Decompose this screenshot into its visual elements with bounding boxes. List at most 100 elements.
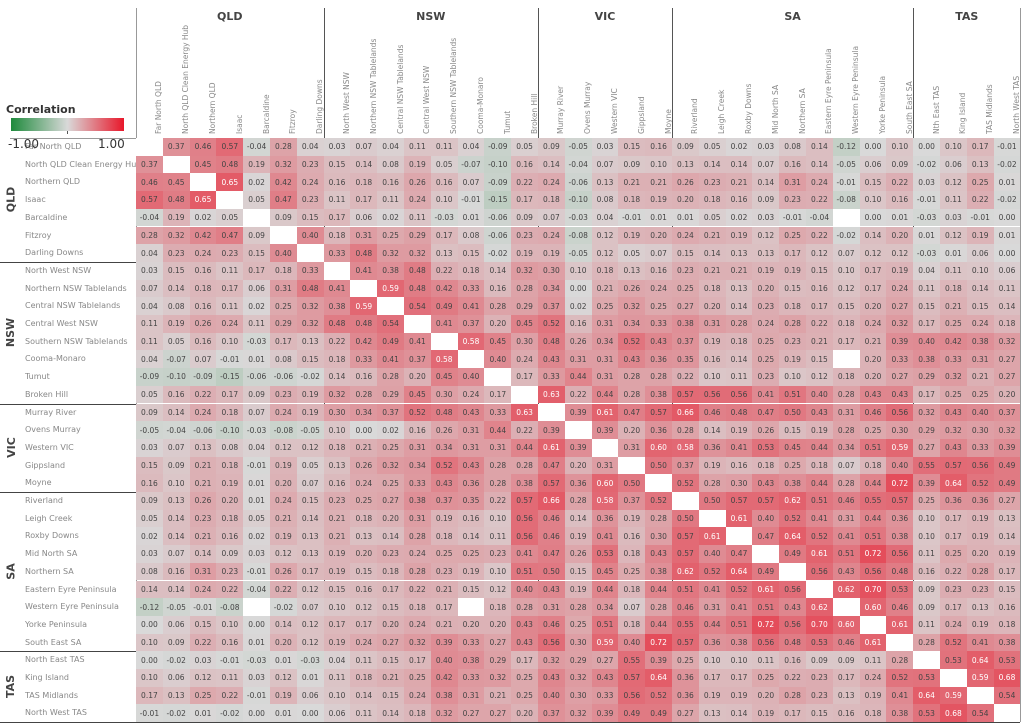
heatmap-cell: 0.53: [940, 651, 967, 669]
heatmap-cell: 0.07: [162, 545, 190, 563]
heatmap-cell: 0.23: [779, 191, 806, 209]
heatmap-cell: 0.54: [966, 704, 994, 723]
heatmap-cell: 0.31: [966, 350, 994, 369]
heatmap-cell: 0.06: [162, 669, 190, 687]
heatmap-cell: 0.40: [270, 244, 297, 262]
heatmap-cell: 0.16: [645, 138, 672, 156]
heatmap-cell: 0.16: [725, 456, 753, 475]
heatmap-cell: 0.16: [779, 651, 806, 669]
heatmap-cell: 0.48: [404, 261, 431, 280]
heatmap-cell: 0.34: [538, 279, 565, 298]
heatmap-cell: 0.20: [698, 297, 726, 315]
heatmap-cell: 0.42: [430, 279, 458, 298]
heatmap-cell: 0.28: [645, 598, 672, 616]
heatmap-cell: 0.48: [430, 403, 458, 422]
heatmap-cell: 0.52: [886, 669, 914, 687]
heatmap-cell: 0.39: [430, 633, 458, 652]
heatmap-cell: 0.34: [618, 315, 646, 333]
heatmap-cell: 0.60: [832, 615, 860, 634]
row-label: Central NSW Tablelands: [25, 301, 121, 311]
heatmap-cell: 0.61: [538, 438, 565, 457]
heatmap-cell: 0.01: [645, 208, 672, 227]
heatmap-cell: 0.10: [323, 598, 351, 616]
heatmap-cell: -0.10: [162, 368, 190, 386]
heatmap-cell: 0.21: [940, 297, 967, 315]
heatmap-cell: 0.24: [350, 633, 378, 652]
heatmap-cell: 0.14: [725, 297, 753, 315]
heatmap-cell: 0.20: [859, 297, 887, 315]
heatmap-cell: 0.22: [189, 633, 217, 652]
heatmap-cell: 0.61: [698, 527, 726, 546]
heatmap-cell: 0.13: [752, 244, 780, 262]
heatmap-cell: 0.05: [243, 191, 270, 209]
heatmap-cell: 0.10: [484, 509, 512, 528]
heatmap-cell: 0.46: [538, 527, 565, 546]
heatmap-cell: 0.30: [966, 421, 994, 439]
heatmap-cell: 0.28: [484, 474, 512, 492]
heatmap-cell-empty: [511, 385, 538, 404]
heatmap-cell: 0.22: [806, 226, 833, 245]
heatmap-cell: 0.32: [538, 651, 565, 669]
heatmap-cell: 0.53: [913, 669, 940, 687]
heatmap-cell: 0.19: [752, 704, 780, 723]
heatmap-cell: 0.44: [564, 368, 592, 386]
heatmap-cell: 0.24: [859, 669, 887, 687]
heatmap-cell: 0.65: [189, 191, 217, 209]
heatmap-cell: 0.25: [672, 651, 699, 669]
heatmap-cell: 0.28: [645, 509, 672, 528]
heatmap-cell: 0.32: [940, 421, 967, 439]
heatmap-cell: 0.24: [404, 191, 431, 209]
heatmap-cell: 0.40: [806, 385, 833, 404]
heatmap-cell: 0.16: [806, 279, 833, 298]
heatmap-cell: 0.14: [859, 226, 887, 245]
row-label: Southern NSW Tablelands: [25, 336, 128, 346]
row-label: Tumut: [25, 372, 50, 382]
heatmap-cell: 0.23: [806, 669, 833, 687]
heatmap-cell: 0.31: [404, 438, 431, 457]
heatmap-cell: 0.43: [886, 385, 914, 404]
heatmap-cell: 0.18: [618, 580, 646, 599]
heatmap-cell: 0.28: [350, 385, 378, 404]
heatmap-cell: 0.11: [913, 615, 940, 634]
heatmap-cell: 0.37: [672, 456, 699, 475]
column-label: Ovens Murray: [583, 81, 593, 134]
heatmap-cell: 0.48: [725, 403, 753, 422]
heatmap-cell: 0.41: [430, 315, 458, 333]
heatmap-cell: 0.02: [725, 138, 753, 156]
column-group-vic: VIC: [594, 10, 616, 23]
heatmap-cell: 0.56: [698, 385, 726, 404]
heatmap-cell: 0.24: [859, 315, 887, 333]
heatmap-cell: 0.53: [591, 545, 619, 563]
heatmap-cell: 0.14: [698, 244, 726, 262]
heatmap-cell: -0.10: [216, 421, 244, 439]
heatmap-cell: 0.27: [672, 704, 699, 723]
heatmap-cell: 0.24: [645, 279, 672, 298]
heatmap-cell: 0.51: [859, 527, 887, 546]
heatmap-cell: 0.49: [993, 474, 1021, 492]
heatmap-cell: 0.36: [886, 509, 914, 528]
heatmap-cell: 0.25: [966, 173, 994, 192]
heatmap-cell: -0.02: [993, 155, 1021, 174]
heatmap-cell: 0.56: [752, 633, 780, 652]
heatmap-cell: 0.15: [136, 456, 163, 475]
heatmap-cell: 0.05: [243, 509, 270, 528]
heatmap-cell: 0.21: [698, 226, 726, 245]
heatmap-cell: 0.27: [886, 368, 914, 386]
heatmap-cell: 0.72: [645, 633, 672, 652]
column-label: Northern SA: [797, 88, 807, 134]
heatmap-cell: 0.23: [296, 191, 324, 209]
heatmap-cell: 0.18: [832, 368, 860, 386]
heatmap-cell: 0.12: [591, 244, 619, 262]
heatmap-cell: 0.27: [484, 704, 512, 723]
heatmap-cell: -0.04: [162, 421, 190, 439]
heatmap-cell: 0.15: [913, 297, 940, 315]
heatmap-cell: 0.50: [538, 562, 565, 581]
heatmap-cell: 0.19: [404, 155, 431, 174]
heatmap-cell: 0.33: [538, 368, 565, 386]
heatmap-cell-empty: [350, 279, 378, 298]
heatmap-cell: 0.07: [618, 598, 646, 616]
heatmap-cell: 0.07: [162, 438, 190, 457]
heatmap-cell: 0.26: [350, 456, 378, 475]
heatmap-cell: 0.15: [993, 580, 1021, 599]
heatmap-cell: 0.41: [725, 438, 753, 457]
